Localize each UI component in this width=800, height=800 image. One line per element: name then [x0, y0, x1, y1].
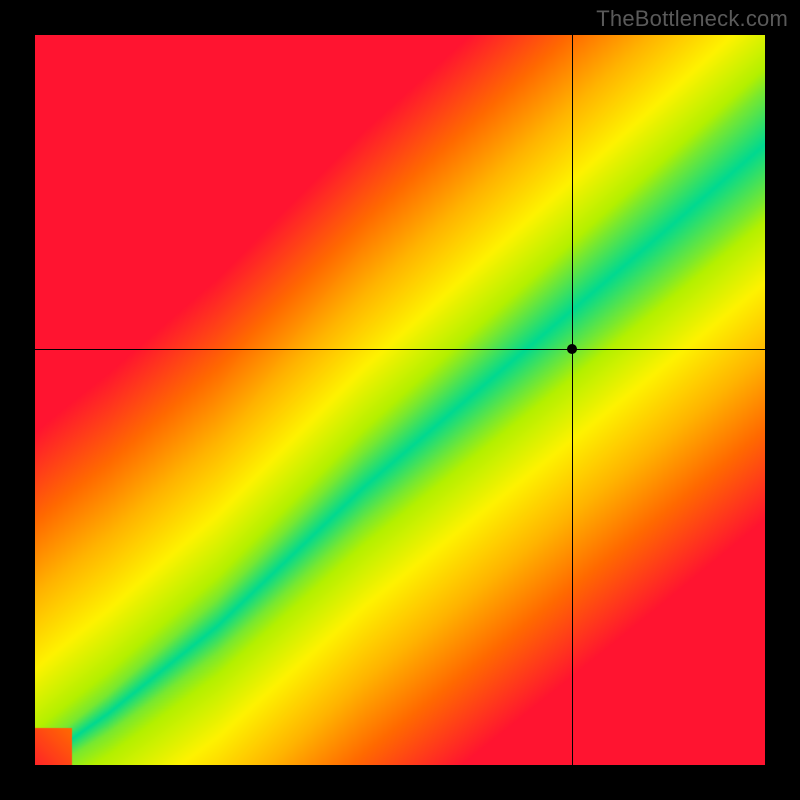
bottleneck-heatmap-plot: [35, 35, 765, 765]
crosshair-horizontal-line: [35, 349, 765, 350]
heatmap-canvas: [35, 35, 765, 765]
crosshair-vertical-line: [572, 35, 573, 765]
crosshair-marker-dot: [567, 344, 577, 354]
watermark-text: TheBottleneck.com: [596, 6, 788, 32]
